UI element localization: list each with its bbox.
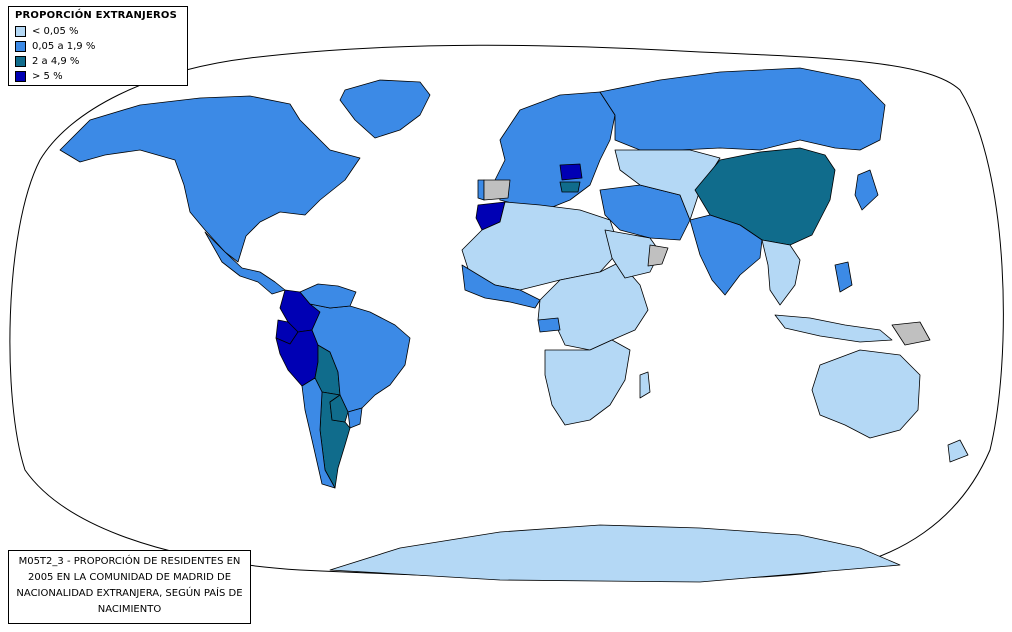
legend-swatch [15, 41, 26, 52]
country-new-zealand [947, 439, 969, 463]
legend-item: < 0,05 % [15, 24, 181, 39]
legend-swatch [15, 56, 26, 67]
legend-label: > 5 % [32, 71, 63, 82]
country-australia [811, 349, 921, 439]
legend-title: PROPORCIÓN EXTRANJEROS [15, 10, 177, 21]
legend-label: < 0,05 % [32, 26, 79, 37]
country-oman [647, 244, 669, 267]
legend-item: > 5 % [15, 69, 181, 84]
country-chile [301, 377, 336, 489]
legend-swatch [15, 26, 26, 37]
country-bulgaria [559, 181, 581, 193]
country-southeast-asia [761, 239, 801, 306]
country-venezuela [299, 283, 357, 309]
country-paraguay [329, 394, 349, 423]
legend-item: 0,05 a 1,9 % [15, 39, 181, 54]
country-southern-africa [544, 339, 631, 426]
country-portugal [477, 179, 485, 201]
country-north-america [59, 95, 361, 263]
country-japan [854, 169, 879, 211]
legend-item: 2 a 4,9 % [15, 54, 181, 69]
country-south-asia [689, 214, 763, 296]
country-papua [891, 321, 931, 346]
map-caption: M05T2_3 - PROPORCIÓN DE RESIDENTES EN 20… [8, 550, 251, 624]
country-europe [494, 91, 616, 211]
country-brazil [309, 303, 411, 413]
legend-swatch [15, 71, 26, 82]
country-madagascar [639, 371, 651, 399]
country-indonesia [774, 314, 893, 343]
country-russia [599, 67, 886, 151]
country-spain [483, 179, 511, 201]
country-arabian-peninsula [604, 229, 661, 279]
country-uruguay [347, 407, 363, 429]
country-equatorial-guinea [537, 317, 561, 333]
country-greenland [339, 79, 431, 139]
legend-label: 2 a 4,9 % [32, 56, 80, 67]
country-antarctica [329, 524, 901, 583]
legend-label: 0,05 a 1,9 % [32, 41, 96, 52]
country-romania [559, 163, 583, 181]
map-legend: PROPORCIÓN EXTRANJEROS < 0,05 % 0,05 a 1… [8, 6, 188, 86]
country-west-africa [461, 264, 541, 309]
country-philippines [834, 261, 853, 293]
